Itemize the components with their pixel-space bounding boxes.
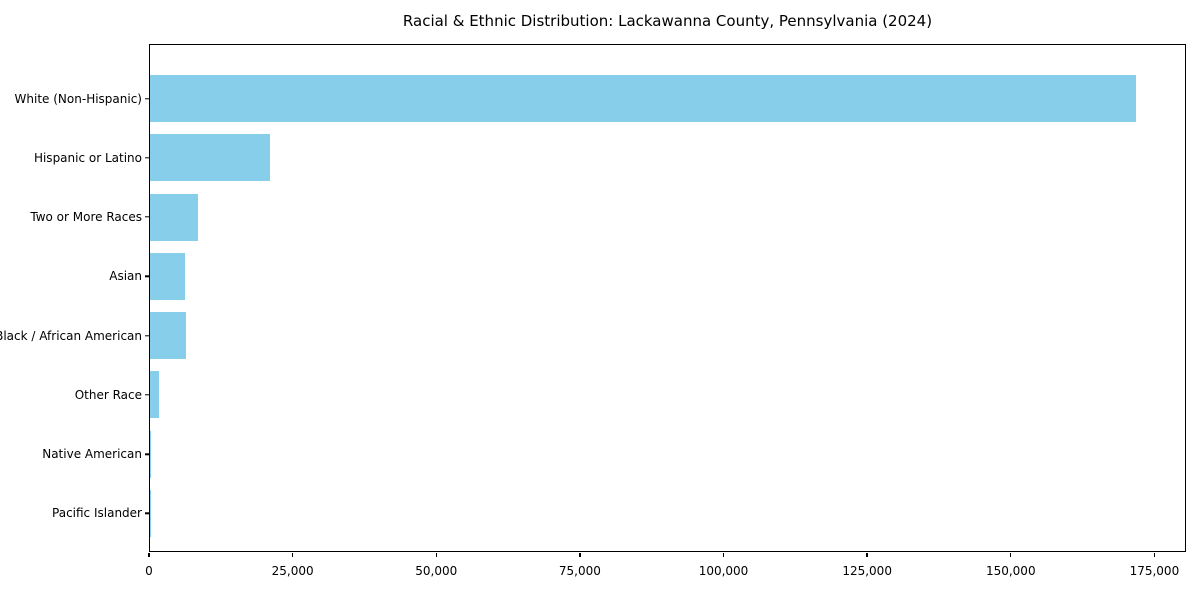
y-tick-mark [145,157,149,159]
x-tick-mark [579,553,581,557]
y-axis-label: Native American [42,447,142,462]
y-tick-mark [145,216,149,218]
x-tick-mark [291,553,294,557]
bar-row-2: Two or More Races [30,193,1185,241]
bar-row-5: Other Race [75,371,1185,419]
bar-row-6: Native American [42,430,1185,478]
bar-5 [150,371,160,419]
x-tick-mark [1010,553,1012,557]
bar-1 [150,134,271,182]
bar-row-1: Hispanic or Latino [34,134,1185,182]
y-axis-label: Hispanic or Latino [33,150,142,165]
x-tick-mark [435,553,437,557]
chart-title: Racial & Ethnic Distribution: Lackawanna… [402,12,933,30]
x-tick-label: 0 [145,564,153,578]
y-axis-label: Black / African American [0,328,142,343]
y-axis-label: Other Race [74,387,142,402]
x-tick-mark [866,553,868,557]
y-tick-mark [145,394,149,396]
x-tick-label: 50,000 [415,564,458,578]
x-tick-mark [722,553,725,557]
y-axis-label: Two or More Races [30,210,142,225]
y-tick-mark [145,334,149,337]
x-tick-mark [1153,553,1156,557]
x-tick-mark [148,553,150,557]
x-axis: 0 25,000 50,000 75,000 100,000 125,000 150,000… [145,553,1186,598]
plot-area: White (Non-Hispanic) Hispanic or Latino Tw… [0,44,1186,552]
bar-row-0: White (Non-Hispanic) [15,75,1185,122]
bar-0 [150,75,1137,122]
x-tick-label: 125,000 [842,564,892,578]
bar-row-3: Asian [109,252,1185,300]
y-tick-mark [145,453,149,455]
y-axis-label: Pacific Islander [52,506,142,521]
y-axis-label: White (Non-Hispanic) [14,91,142,106]
y-tick-mark [145,97,149,100]
y-tick-mark [145,275,149,278]
bar-2 [150,193,199,241]
bar-row-4: Black / African American [0,312,1185,360]
bar-3 [150,252,185,300]
bars-layer: White (Non-Hispanic) Hispanic or Latino Tw… [0,45,1185,551]
bar-row-7: Pacific Islander [52,489,1185,537]
y-axis-label: Asian [109,269,142,284]
x-tick-label: 25,000 [271,564,314,578]
x-tick-label: 75,000 [558,564,601,578]
bar-4 [150,312,187,360]
x-tick-label: 175,000 [1129,564,1180,578]
y-tick-mark [145,512,149,515]
bar-6 [150,430,151,478]
x-tick-label: 150,000 [985,564,1036,578]
x-tick-label: 100,000 [698,564,749,578]
